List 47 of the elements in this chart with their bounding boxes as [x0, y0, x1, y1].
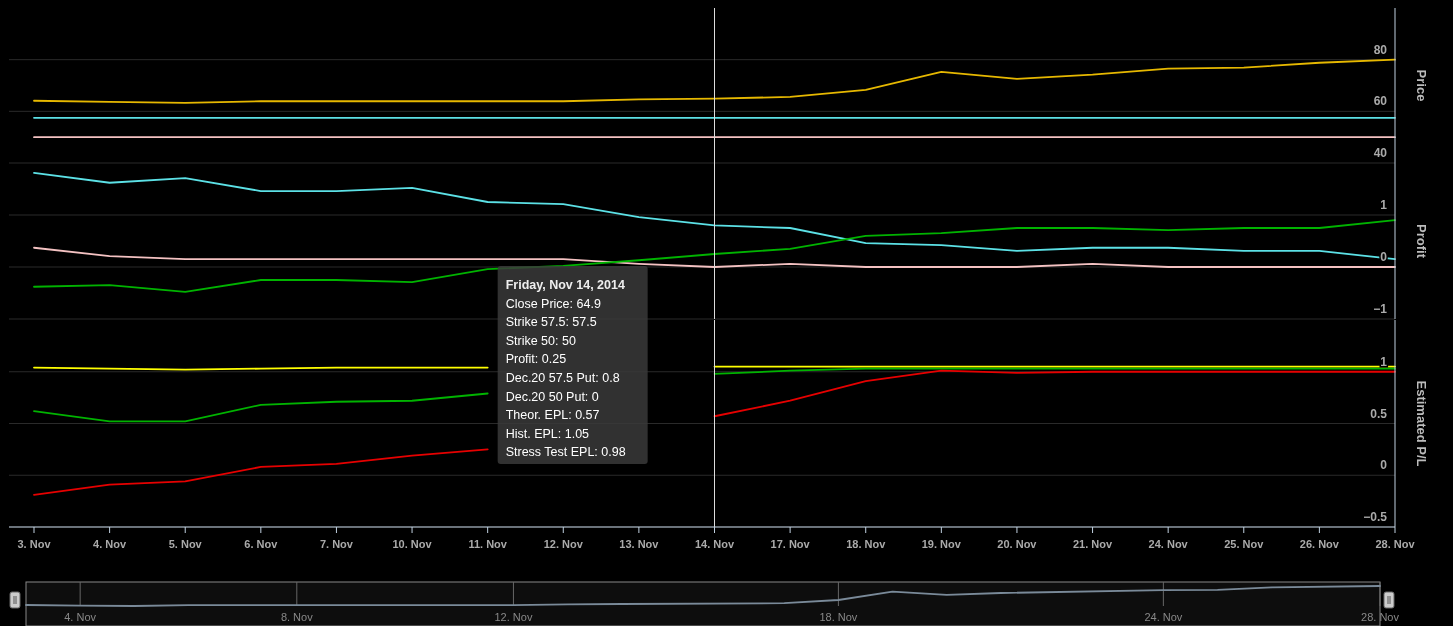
- y-axis-title: Profit: [1414, 224, 1429, 259]
- annotation: Hist. EPL: 1.05: [505, 426, 590, 441]
- y-tick-label: 40: [1373, 146, 1388, 160]
- x-tick-label: 25. Nov: [1224, 538, 1265, 550]
- y-axis-title: Price: [1414, 69, 1429, 102]
- y-tick-label: −0.5: [1363, 510, 1388, 524]
- x-tick-label: 13. Nov: [619, 538, 660, 550]
- x-tick-label: 20. Nov: [997, 538, 1038, 550]
- x-tick-label: 26. Nov: [1299, 538, 1340, 550]
- annotation: Dec.20 57.5 Put: 0.8: [505, 371, 620, 385]
- x-tick-label: 12. Nov: [494, 611, 533, 623]
- annotation: Dec.20 50 Put: 0: [505, 389, 599, 404]
- x-tick-label: 12. Nov: [543, 538, 584, 550]
- x-tick-label: 6. Nov: [244, 538, 279, 550]
- x-tick-label: 5. Nov: [168, 538, 203, 550]
- annotation: Strike 57.5: 57.5: [505, 315, 597, 330]
- y-tick-label: 0.5: [1370, 406, 1388, 421]
- x-tick-label: 10. Nov: [392, 538, 433, 550]
- x-tick-label: 28. Nov: [1375, 538, 1416, 550]
- y-tick-label: −1: [1373, 302, 1388, 316]
- x-tick-label: 21. Nov: [1072, 538, 1113, 550]
- x-tick-label: 11. Nov: [468, 538, 508, 550]
- y-tick-label: 80: [1373, 42, 1388, 57]
- annotation: Profit: 0.25: [505, 352, 567, 367]
- x-tick-label: 4. Nov: [93, 538, 127, 550]
- x-tick-label: 24. Nov: [1144, 611, 1183, 623]
- y-axis-title: Estimated P/L: [1414, 380, 1429, 467]
- annotation: Friday, Nov 14, 2014: [505, 278, 625, 292]
- y-tick-label: 1: [1380, 198, 1388, 212]
- x-tick-label: 3. Nov: [17, 538, 52, 550]
- y-tick-label: 60: [1373, 94, 1388, 109]
- x-tick-label: 18. Nov: [819, 611, 858, 623]
- x-tick-label: 8. Nov: [280, 611, 314, 623]
- x-tick-label: 18. Nov: [846, 538, 887, 550]
- annotation: Stress Test EPL: 0.98: [505, 445, 626, 460]
- x-tick-label: 7. Nov: [319, 538, 354, 550]
- x-tick-label: 28. Nov: [1361, 611, 1400, 623]
- x-tick-label: 19. Nov: [921, 538, 962, 550]
- annotation: Theor. EPL: 0.57: [505, 408, 600, 423]
- x-tick-label: 17. Nov: [770, 538, 811, 550]
- y-tick-label: 1: [1380, 354, 1388, 369]
- x-tick-label: 4. Nov: [64, 611, 97, 623]
- y-tick-label: 0: [1380, 458, 1388, 473]
- x-tick-label: 14. Nov: [694, 538, 735, 550]
- x-tick-label: 24. Nov: [1148, 538, 1189, 550]
- annotation: Strike 50: 50: [505, 333, 576, 348]
- annotation: Close Price: 64.9: [505, 296, 601, 311]
